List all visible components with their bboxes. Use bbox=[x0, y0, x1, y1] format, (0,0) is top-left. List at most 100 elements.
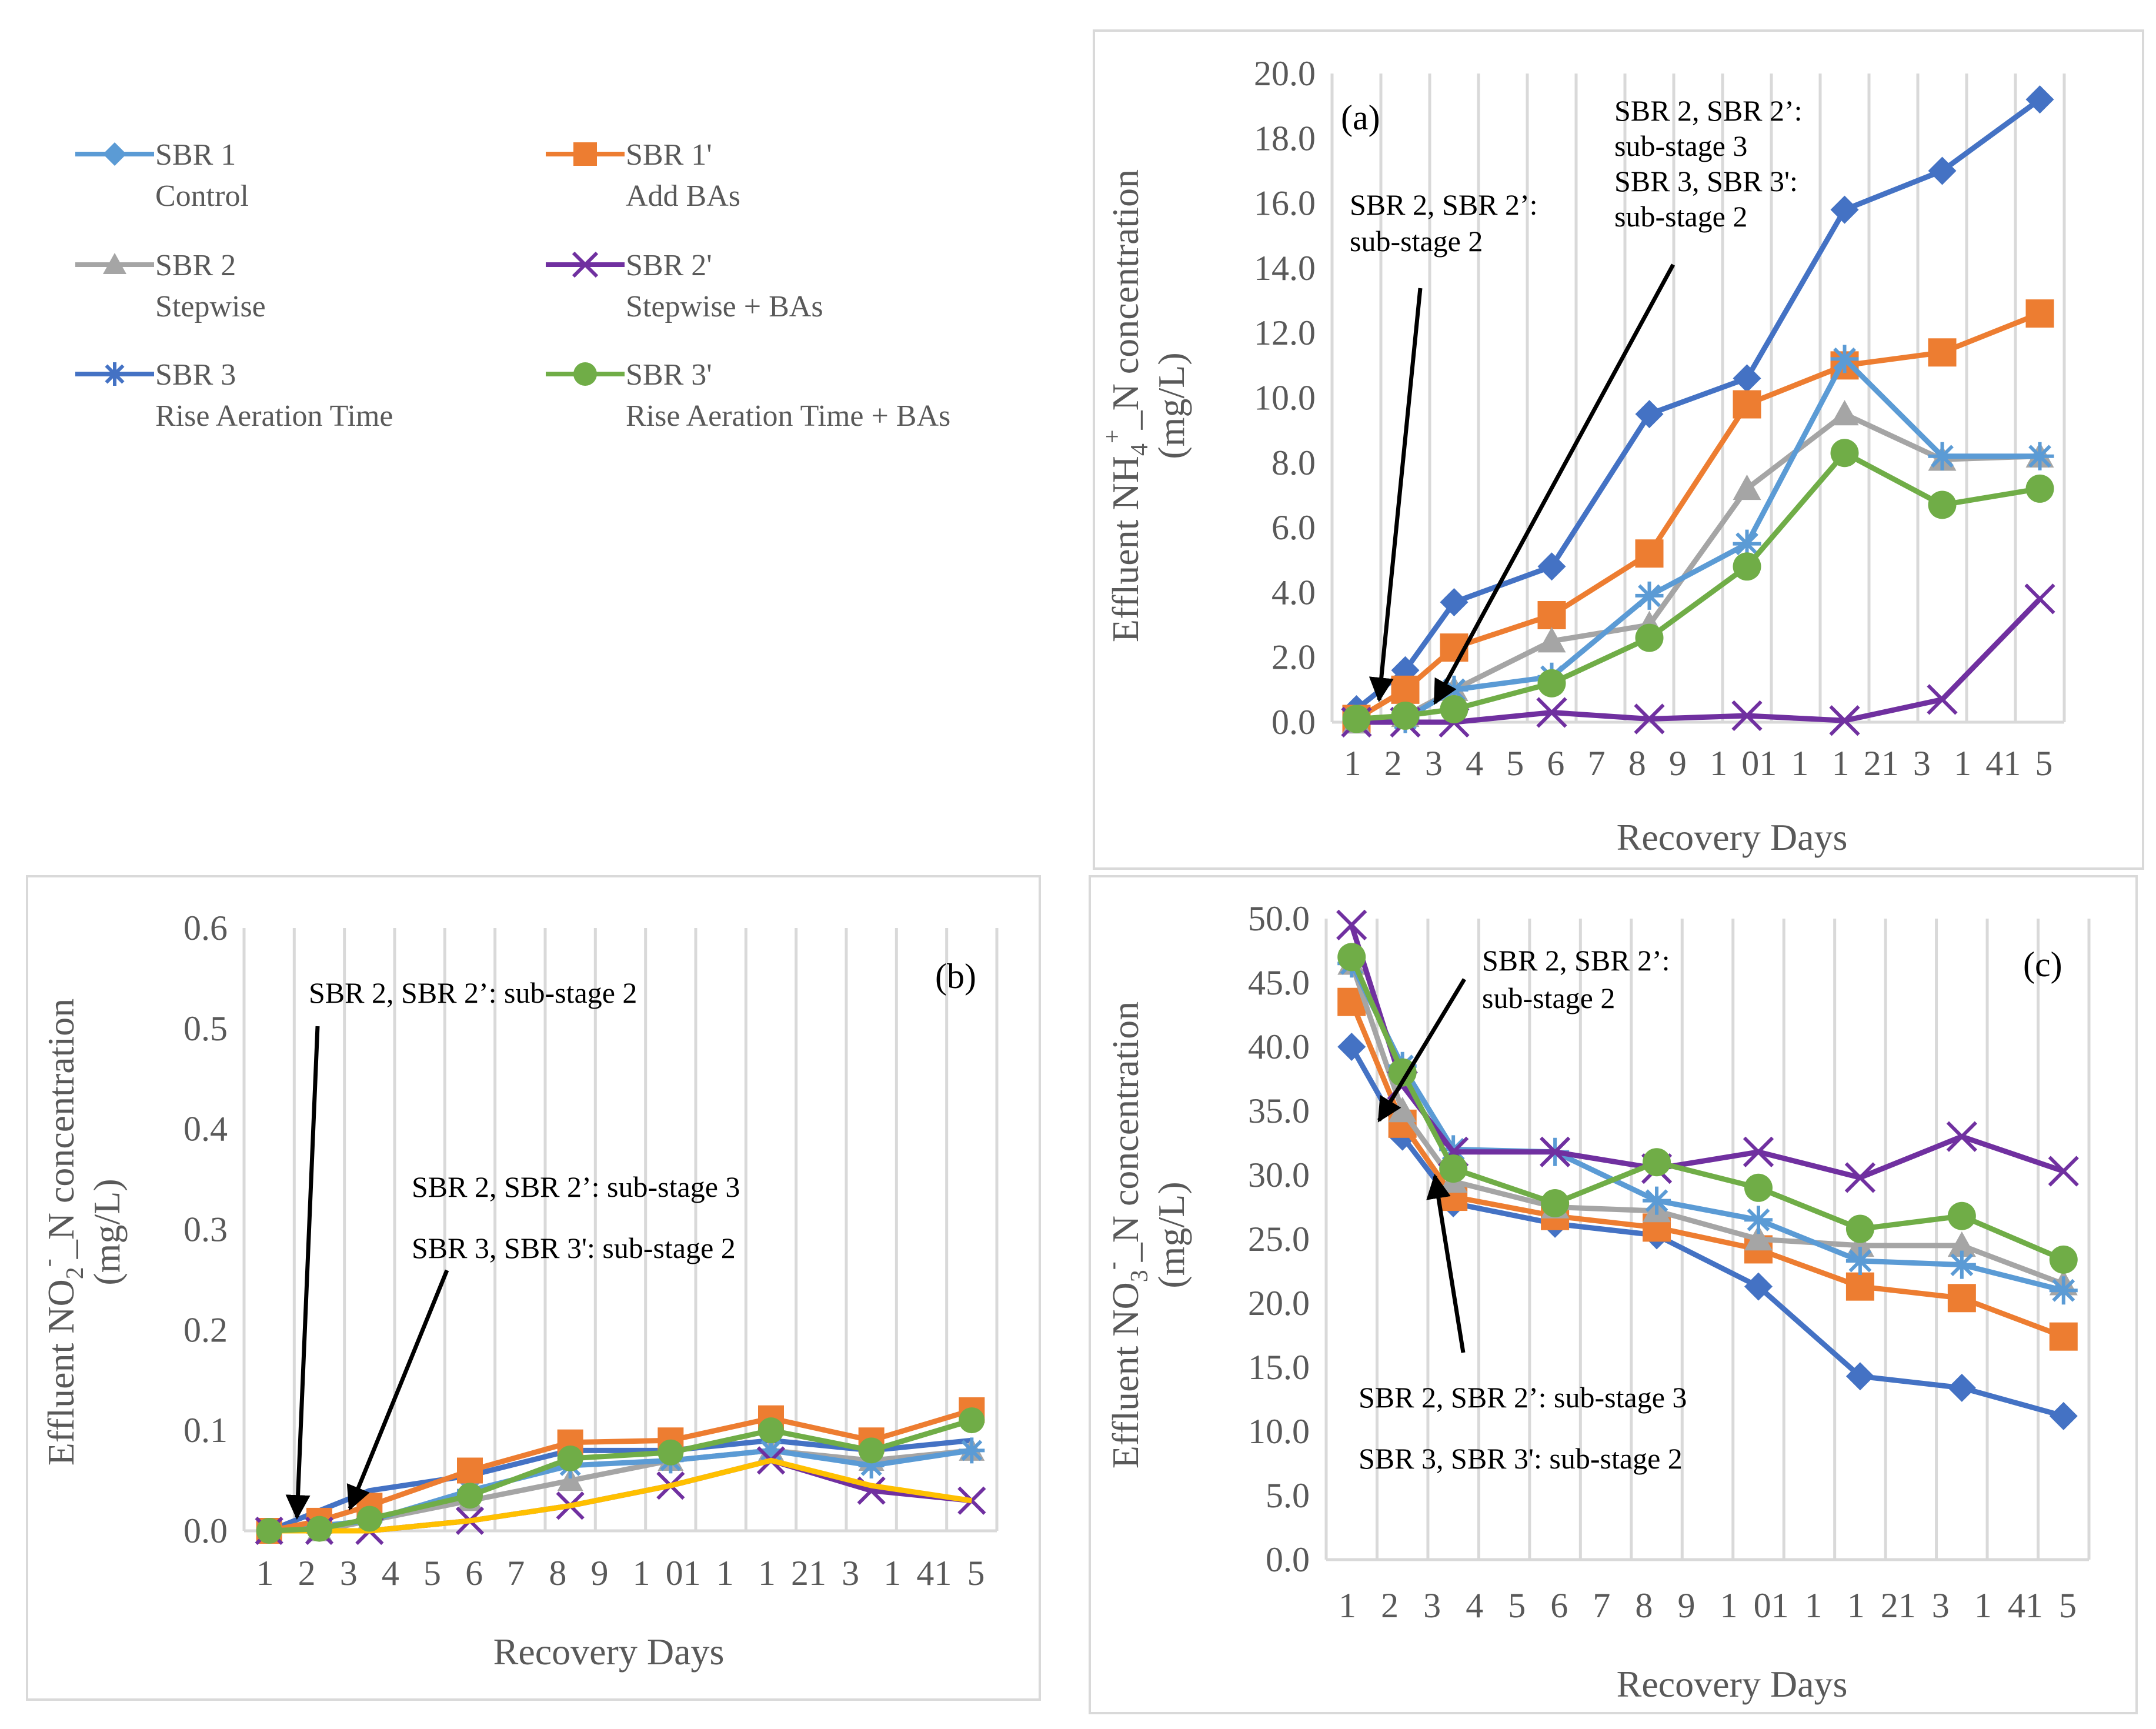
y-axis-title-line1: Effluent NH4+_N concentration bbox=[1099, 169, 1153, 642]
legend-series-desc: Rise Aeration Time bbox=[155, 399, 393, 433]
data-point bbox=[1947, 1373, 1976, 1402]
data-point bbox=[1733, 364, 1761, 393]
x-tick-label: 6 bbox=[465, 1554, 483, 1593]
y-axis-title: Effluent NO3-_N concentration (mg/L) bbox=[1099, 1002, 1192, 1468]
x-tick-label: 9 bbox=[590, 1554, 608, 1593]
x-tick-label: 5 bbox=[1508, 1586, 1526, 1625]
data-point bbox=[2049, 1401, 2078, 1430]
data-point bbox=[1733, 552, 1761, 581]
y-axis-title-subscript: 2 bbox=[62, 1267, 89, 1279]
data-point bbox=[1337, 1033, 1366, 1061]
x-tick-label: 5 bbox=[423, 1554, 441, 1593]
y-axis-title-rest: _N concentration bbox=[1104, 1002, 1146, 1263]
annotation-text: SBR 3, SBR 3': sub-stage 2 bbox=[1359, 1442, 1683, 1475]
x-tick-label: 1 bbox=[716, 1554, 734, 1593]
annotation-text: sub-stage 2 bbox=[1482, 982, 1615, 1014]
y-tick-label: 30.0 bbox=[1248, 1156, 1310, 1194]
x-tick-label: 7 bbox=[1593, 1586, 1610, 1625]
x-tick-label: 3 bbox=[842, 1554, 859, 1593]
data-point bbox=[1336, 909, 1367, 941]
x-tick-label: 21 bbox=[1881, 1586, 1916, 1625]
y-axis-title-line1: Effluent NO3-_N concentration bbox=[1099, 1002, 1153, 1468]
x-tick-label: 3 bbox=[340, 1554, 358, 1593]
y-tick-label: 50.0 bbox=[1248, 899, 1310, 938]
data-point bbox=[1845, 1362, 1874, 1391]
data-point bbox=[1946, 1121, 1977, 1152]
x-tick-label: 41 bbox=[2008, 1586, 2043, 1625]
legend-series-name: SBR 1' bbox=[626, 138, 712, 172]
y-tick-label: 10.0 bbox=[1248, 1412, 1310, 1451]
x-tick-label: 1 bbox=[1339, 1586, 1356, 1625]
annotation: SBR 2, SBR 2’: sub-stage 3 SBR 3, SBR 3':… bbox=[346, 1170, 740, 1511]
series-sbr-3- bbox=[1342, 439, 2054, 733]
data-point bbox=[1539, 1136, 1571, 1167]
y-tick-label: 8.0 bbox=[1271, 443, 1316, 482]
data-point bbox=[2025, 85, 2054, 114]
data-point bbox=[858, 1437, 885, 1464]
y-tick-label: 18.0 bbox=[1254, 119, 1316, 158]
y-axis-title-subscript: 4 bbox=[1126, 443, 1153, 456]
y-tick-label: 35.0 bbox=[1248, 1092, 1310, 1130]
data-point bbox=[2049, 1276, 2078, 1305]
x-tick-label: 8 bbox=[549, 1554, 566, 1593]
x-tick-label: 2 bbox=[1384, 744, 1402, 783]
y-axis-title-units: (mg/L) bbox=[1150, 1181, 1192, 1288]
data-point bbox=[2049, 1322, 2078, 1351]
x-axis-title: Recovery Days bbox=[1617, 816, 1848, 858]
legend-marker-diamond-icon bbox=[103, 142, 126, 166]
annotation-text: sub-stage 2 bbox=[1614, 200, 1747, 233]
y-tick-label: 0.6 bbox=[183, 909, 228, 947]
x-tick-label: 5 bbox=[2035, 744, 2052, 783]
data-point bbox=[1440, 588, 1469, 616]
data-point bbox=[457, 1457, 483, 1484]
data-point bbox=[1845, 1214, 1874, 1243]
data-point bbox=[1342, 705, 1371, 733]
data-point bbox=[1947, 1231, 1976, 1257]
data-point bbox=[1440, 695, 1469, 723]
x-tick-label: 5 bbox=[1506, 744, 1524, 783]
x-tick-label: 1 bbox=[1832, 744, 1850, 783]
y-tick-label: 0.0 bbox=[1271, 703, 1316, 742]
data-point bbox=[1733, 474, 1761, 500]
x-tick-label: 8 bbox=[1635, 1586, 1653, 1625]
x-tick-label: 1 bbox=[1974, 1586, 1992, 1625]
legend-series-desc: Control bbox=[155, 179, 249, 213]
x-axis-title: Recovery Days bbox=[1617, 1663, 1848, 1705]
data-point bbox=[1643, 1148, 1671, 1177]
data-point bbox=[959, 1437, 985, 1464]
y-tick-label: 20.0 bbox=[1248, 1284, 1310, 1323]
data-point bbox=[1388, 1058, 1417, 1087]
data-point bbox=[1927, 684, 1958, 715]
annotation-arrow bbox=[1369, 288, 1423, 703]
legend-series-name: SBR 3' bbox=[626, 358, 712, 392]
y-tick-label: 0.4 bbox=[183, 1110, 228, 1149]
x-tick-label: 4 bbox=[382, 1554, 399, 1593]
data-point bbox=[1391, 675, 1420, 704]
x-tick-label: 8 bbox=[1628, 744, 1646, 783]
data-point bbox=[2025, 299, 2054, 328]
data-point bbox=[1830, 439, 1859, 468]
x-tick-label: 9 bbox=[1669, 744, 1687, 783]
x-tick-label: 01 bbox=[1741, 744, 1777, 783]
y-tick-label: 15.0 bbox=[1248, 1348, 1310, 1387]
data-point bbox=[2024, 583, 2055, 615]
data-point bbox=[1830, 195, 1859, 224]
series-line bbox=[269, 1457, 973, 1534]
data-point bbox=[1744, 1173, 1773, 1202]
annotation-text: SBR 2, SBR 2’: bbox=[1482, 944, 1670, 977]
x-tick-label: 1 bbox=[1805, 1586, 1823, 1625]
panel-a: 0.0 2.0 4.0 6.0 8.0 10.0 12.0 14.0 16.0 18.0 20.0 1… bbox=[1099, 54, 2066, 858]
x-tick-label: 1 bbox=[1847, 1586, 1865, 1625]
data-point bbox=[758, 1437, 784, 1464]
data-point bbox=[1635, 623, 1664, 652]
x-tick-label: 1 bbox=[1344, 744, 1361, 783]
legend-series-desc: Add BAs bbox=[626, 179, 740, 213]
x-tick-label: 1 bbox=[1954, 744, 1971, 783]
annotation: SBR 2, SBR 2’: sub-stage 2 bbox=[1377, 944, 1670, 1123]
data-point bbox=[256, 1518, 282, 1544]
data-point bbox=[1744, 1272, 1773, 1301]
y-tick-label: 16.0 bbox=[1254, 184, 1316, 223]
data-point bbox=[1439, 1154, 1468, 1183]
data-point bbox=[1635, 400, 1664, 429]
